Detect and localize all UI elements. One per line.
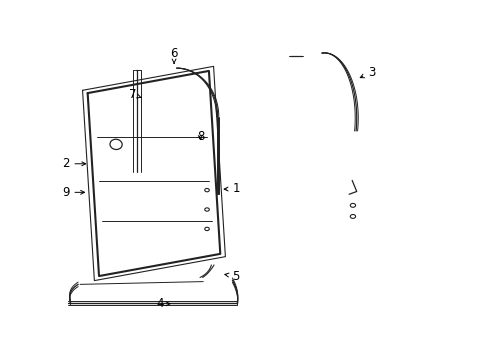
Circle shape xyxy=(349,215,355,219)
Text: 4: 4 xyxy=(156,297,170,310)
Text: 8: 8 xyxy=(196,130,204,143)
Text: 1: 1 xyxy=(224,182,240,195)
Text: 3: 3 xyxy=(360,66,375,79)
Text: 5: 5 xyxy=(224,270,239,283)
Text: 6: 6 xyxy=(170,47,178,63)
Text: 9: 9 xyxy=(62,186,84,199)
Text: 2: 2 xyxy=(62,157,85,170)
Ellipse shape xyxy=(110,139,122,149)
Circle shape xyxy=(204,188,209,192)
Circle shape xyxy=(349,203,355,207)
Circle shape xyxy=(204,227,209,231)
Circle shape xyxy=(204,208,209,211)
Text: 7: 7 xyxy=(128,88,142,101)
